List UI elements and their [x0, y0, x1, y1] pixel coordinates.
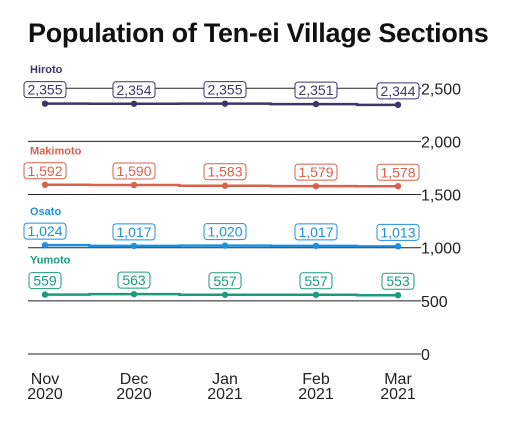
- data-label: 1,017: [298, 224, 333, 240]
- y-tick-label: 2,000: [421, 134, 461, 151]
- data-label: 2,354: [116, 82, 151, 98]
- data-label-box: [112, 81, 156, 99]
- data-point: [130, 290, 138, 298]
- data-label: 1,592: [27, 163, 62, 179]
- data-label: 2,351: [298, 82, 333, 98]
- data-point: [41, 291, 49, 298]
- chart-title: Population of Ten-ei Village Sections: [28, 18, 489, 48]
- x-tick-label: Jan 2021: [207, 371, 243, 403]
- data-label: 2,344: [380, 83, 415, 99]
- data-label-box: [23, 222, 67, 240]
- series-label: Hiroto: [30, 64, 63, 76]
- data-label-box: [28, 272, 62, 290]
- data-point: [394, 243, 402, 250]
- data-label-box: [381, 272, 415, 290]
- data-point: [41, 181, 49, 188]
- data-label-box: [294, 81, 338, 99]
- data-label-box: [112, 223, 156, 241]
- data-label-box: [208, 272, 242, 290]
- data-label: 559: [33, 273, 57, 289]
- series-label: Osato: [30, 206, 61, 218]
- data-label: 2,355: [207, 82, 242, 98]
- data-point: [41, 100, 49, 107]
- data-point: [394, 292, 402, 299]
- x-tick-label: Dec 2020: [116, 371, 152, 403]
- series-label: Yumoto: [30, 255, 71, 267]
- data-label-box: [376, 82, 420, 100]
- data-label-box: [23, 162, 67, 180]
- data-point: [394, 183, 402, 190]
- data-label: 1,017: [116, 224, 151, 240]
- data-label-box: [376, 163, 420, 181]
- series-line: [45, 183, 398, 188]
- data-label: 1,579: [298, 164, 333, 180]
- data-label-box: [117, 271, 151, 289]
- data-label: 2,355: [27, 82, 62, 98]
- x-tick-label: Nov 2020: [27, 371, 63, 403]
- series-line: [45, 292, 398, 297]
- x-tick-label: Mar 2021: [380, 371, 416, 403]
- data-label-box: [294, 163, 338, 181]
- y-tick-label: 0: [421, 347, 430, 364]
- data-point: [41, 241, 49, 249]
- data-label-box: [299, 272, 333, 290]
- data-label: 1,583: [207, 164, 242, 180]
- data-point: [312, 291, 320, 298]
- x-tick-label: Feb 2021: [298, 371, 334, 403]
- data-label-box: [203, 223, 247, 241]
- data-point: [394, 101, 402, 109]
- data-point: [312, 100, 320, 108]
- y-tick-label: 1,500: [421, 188, 461, 205]
- data-label: 557: [213, 273, 237, 289]
- data-point: [130, 181, 138, 189]
- data-label-box: [376, 223, 420, 241]
- data-label: 1,590: [116, 163, 151, 179]
- data-point: [312, 182, 320, 190]
- data-label-box: [203, 163, 247, 181]
- data-label-box: [294, 223, 338, 241]
- data-label: 563: [122, 272, 146, 288]
- data-label-box: [203, 81, 247, 99]
- data-label: 1,024: [27, 223, 62, 239]
- data-point: [312, 242, 320, 250]
- data-label: 553: [386, 273, 410, 289]
- y-tick-label: 1,000: [421, 241, 461, 258]
- data-label: 557: [304, 273, 328, 289]
- data-point: [221, 242, 229, 249]
- series-line: [45, 243, 398, 248]
- y-tick-label: 500: [421, 294, 448, 311]
- series-line: [45, 102, 398, 107]
- series-label: Makimoto: [30, 146, 82, 158]
- data-point: [221, 100, 229, 107]
- data-point: [130, 100, 138, 107]
- data-label-box: [23, 81, 67, 99]
- data-point: [221, 182, 229, 189]
- data-label: 1,578: [380, 164, 415, 180]
- data-label-box: [112, 162, 156, 180]
- data-label: 1,013: [380, 224, 415, 240]
- data-point: [130, 242, 138, 250]
- y-tick-label: 2,500: [421, 81, 461, 98]
- data-point: [221, 291, 229, 298]
- data-label: 1,020: [207, 224, 242, 240]
